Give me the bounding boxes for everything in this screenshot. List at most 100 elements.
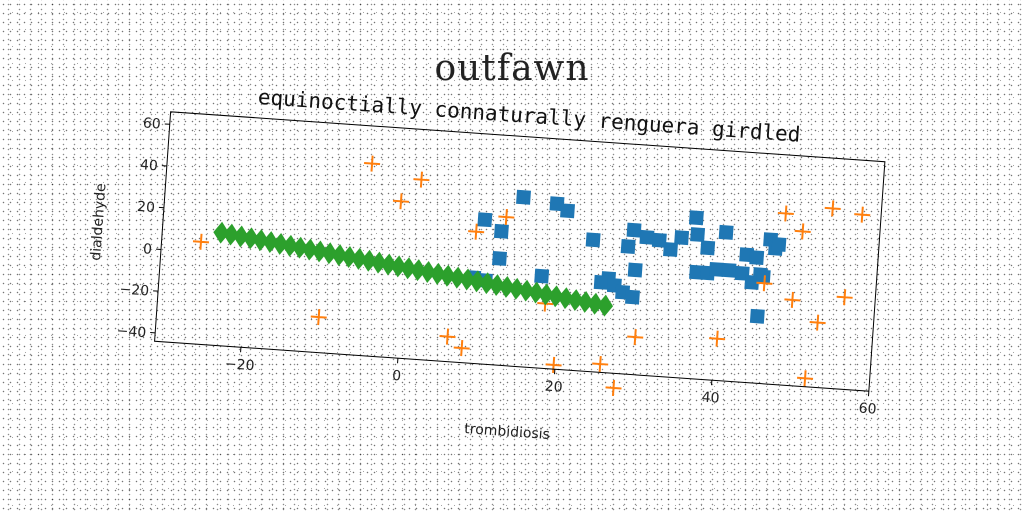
data-point-plus — [809, 314, 826, 331]
data-point-diamond — [262, 231, 279, 254]
data-point-plus — [364, 155, 381, 172]
data-point-plus — [794, 223, 811, 240]
y-tick-label: 40 — [139, 157, 158, 174]
data-point-diamond — [597, 294, 614, 317]
data-point-diamond — [459, 268, 476, 291]
data-point-square — [493, 223, 509, 239]
data-point-diamond — [311, 240, 328, 263]
data-point-plus — [836, 289, 853, 306]
x-tick-label: 20 — [544, 379, 563, 396]
data-point-diamond — [508, 277, 525, 300]
data-point-square — [690, 227, 706, 243]
data-point-plus — [592, 355, 609, 373]
data-point-plus — [854, 206, 871, 223]
data-point-plus — [545, 356, 562, 373]
plot-frame — [154, 111, 886, 392]
data-point-square — [771, 236, 787, 252]
data-point-square — [593, 274, 609, 290]
data-point-square — [625, 289, 640, 305]
data-point-plus — [797, 370, 814, 387]
data-point-diamond — [547, 285, 564, 308]
data-point-diamond — [223, 223, 240, 246]
data-point-square — [708, 261, 724, 277]
data-point-square — [749, 308, 765, 324]
x-axis-label: trombidiosis — [464, 421, 551, 443]
data-point-square — [627, 262, 643, 278]
data-point-diamond — [488, 274, 505, 297]
data-point-diamond — [469, 270, 486, 293]
data-point-square — [626, 222, 642, 238]
data-point-diamond — [557, 287, 574, 310]
data-point-plus — [468, 223, 485, 240]
y-axis-label: dialdehyde — [88, 183, 109, 261]
figure-title: outfawn — [434, 48, 590, 89]
data-point-square — [549, 196, 565, 212]
data-point-square — [585, 232, 601, 248]
x-tick-label: 40 — [701, 390, 720, 407]
data-point-diamond — [587, 292, 604, 315]
data-point-diamond — [360, 249, 377, 272]
data-point-square — [721, 262, 737, 278]
data-point-diamond — [242, 227, 259, 250]
y-tick-label: 60 — [142, 115, 161, 132]
data-point-square — [718, 224, 734, 240]
data-point-plus — [605, 379, 622, 397]
data-point-square — [620, 239, 636, 254]
data-point-plus — [784, 291, 801, 308]
data-point-diamond — [282, 234, 299, 257]
data-point-diamond — [370, 251, 387, 274]
data-point-plus — [498, 208, 515, 226]
data-point-diamond — [341, 246, 358, 268]
data-point-diamond — [400, 257, 417, 280]
data-point-plus — [777, 205, 794, 222]
data-point-plus — [310, 309, 327, 326]
y-tick-label: −20 — [119, 281, 150, 299]
data-point-plus — [627, 329, 644, 346]
data-point-diamond — [528, 281, 545, 304]
plot-area: −20 0 20 40 60 −40 −20 0 20 40 60 — [116, 111, 886, 418]
data-point-diamond — [390, 255, 407, 278]
data-point-plus — [709, 330, 726, 347]
data-point-square — [689, 264, 705, 280]
data-point-square — [749, 250, 765, 266]
data-point-diamond — [380, 253, 397, 276]
data-point-diamond — [213, 221, 230, 244]
data-point-plus — [453, 339, 470, 357]
data-point-diamond — [538, 283, 555, 306]
y-tick-label: 0 — [142, 241, 152, 258]
data-point-square — [688, 210, 704, 226]
data-point-diamond — [479, 272, 495, 295]
data-point-square — [492, 250, 507, 266]
x-tick-label: 60 — [858, 401, 877, 418]
x-tick-label: 0 — [392, 368, 402, 385]
data-point-diamond — [498, 275, 515, 298]
data-point-square — [560, 203, 576, 219]
data-point-plus — [413, 171, 430, 188]
data-point-diamond — [410, 259, 427, 282]
data-point-diamond — [449, 266, 466, 289]
data-point-square — [639, 229, 655, 245]
data-point-plus — [192, 233, 210, 250]
data-point-diamond — [518, 279, 535, 302]
data-point-diamond — [272, 232, 289, 255]
data-point-diamond — [419, 261, 436, 283]
data-point-square — [663, 241, 678, 257]
data-point-diamond — [233, 225, 249, 248]
data-point-diamond — [301, 238, 318, 261]
data-point-plus — [439, 328, 456, 345]
data-point-diamond — [429, 262, 446, 285]
data-point-diamond — [321, 242, 338, 265]
data-point-square — [516, 189, 531, 205]
data-point-square — [755, 269, 771, 285]
data-point-plus — [824, 200, 841, 217]
data-point-diamond — [331, 244, 348, 267]
data-point-plus — [756, 275, 773, 292]
data-point-square — [674, 230, 690, 246]
data-point-diamond — [351, 247, 368, 270]
data-point-square — [700, 240, 716, 256]
x-tick-label: −20 — [224, 356, 255, 374]
data-point-diamond — [292, 236, 309, 259]
y-tick-label: 20 — [137, 199, 156, 216]
data-point-square — [534, 268, 550, 284]
data-point-diamond — [252, 229, 269, 252]
